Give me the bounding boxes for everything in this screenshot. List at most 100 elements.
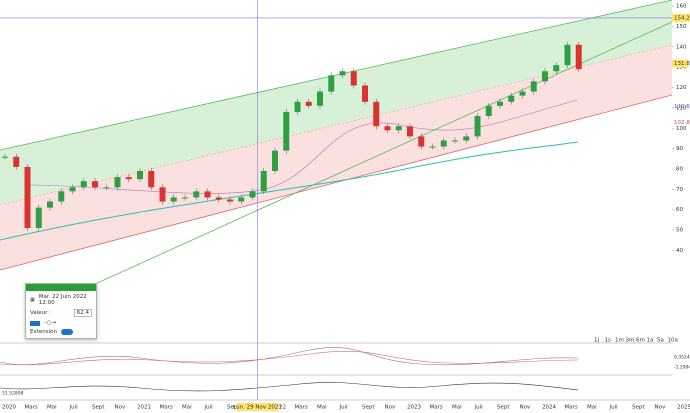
candle [373,101,380,127]
candle [215,197,222,200]
candle [362,85,368,102]
y-tick-label: 120 [676,85,687,91]
extension-label: Extension [30,329,58,335]
ma-label: 110.6 [674,104,690,110]
y-tick-label: 50 [676,228,683,234]
x-tick-label: Nov [655,405,666,411]
style-row: –○→ [30,320,92,326]
indicator-label: 51.52898 [2,391,24,397]
y-tick-label: 40 [676,248,683,254]
x-tick-label: Juil [474,405,484,411]
x-tick-label: Mai [317,405,327,411]
indicator-line [0,347,579,366]
crosshair-value-box [672,13,690,22]
y-tick-label: 70 [676,187,683,193]
candle [575,44,582,70]
timeframe[interactable]: 6m [636,338,645,344]
candle [339,71,346,76]
candle [182,197,188,199]
last-value-box [672,59,688,68]
candle [13,156,20,167]
candle [227,199,233,202]
x-tick-label: 2020 [2,405,16,411]
candle [564,44,571,66]
candle [485,105,492,117]
candle [193,191,200,198]
value-label: Valeur : [30,310,51,316]
candle [497,101,503,106]
x-tick-label: Sept [227,405,240,411]
channel-mid [0,44,673,206]
x-tick-label: Mars [295,405,308,411]
x-tick-label: Sept [92,405,105,411]
ma-label: 102.8 [674,120,690,126]
timeframe[interactable]: 1s [605,338,611,344]
style-preview: –○→ [44,320,57,326]
y-tick-label: 100 [676,126,687,132]
crosshair-date-box [236,403,279,411]
candle [35,207,42,228]
candle [294,101,301,112]
timeframe[interactable]: 1m [615,338,624,344]
x-tick-label: 2021 [137,405,151,411]
style-button[interactable] [30,320,40,326]
x-tick-label: Nov [520,405,531,411]
candle [440,140,447,147]
x-tick-label: Juil [204,405,214,411]
candle [80,181,87,188]
candle [238,197,245,202]
candle [418,136,425,147]
x-tick-label: Nov [385,405,396,411]
extension-toggle[interactable] [61,329,74,335]
x-tick-label: Mai [452,405,462,411]
candle [125,177,132,180]
candle [508,95,515,102]
drawing-dialog[interactable]: ▦ Mar. 22 Juin 2022 12:00 Valeur : 62.4 –○→… [25,283,97,339]
candle [542,71,548,82]
y-tick-label: 110 [676,105,687,111]
timeframe[interactable]: 3m [626,338,635,344]
x-tick-label: Mars [25,405,38,411]
date-row: ▦ Mar. 22 Juin 2022 12:00 [30,294,92,306]
candle [159,187,166,202]
candle [317,91,323,106]
timeframe[interactable]: 1a [647,338,654,344]
channel-top [0,0,673,151]
candle [103,187,110,189]
candle [519,91,526,96]
candle [553,65,560,72]
y-tick-label: 90 [676,146,683,152]
candle [204,191,211,198]
timeframe[interactable]: 1j [594,338,599,344]
candle [429,146,436,148]
date: Mar. 22 Juin 2022 [38,294,87,300]
y-tick-label: 80 [676,166,683,172]
timeframe[interactable]: 10a [668,338,678,344]
y-tick-label: 140 [676,44,687,50]
candle [395,126,402,131]
x-tick-label: Juil [339,405,349,411]
value[interactable]: 62.4 [73,309,92,317]
candle [148,171,155,188]
timeframe[interactable]: 5a [657,338,664,344]
candle [474,116,481,137]
candle [114,177,121,188]
x-tick-label: Mai [182,405,192,411]
candle [463,136,470,141]
x-tick-label: Nov [115,405,126,411]
y-tick-label: 130 [676,65,687,71]
indicator-line [0,351,579,366]
candle [170,197,177,202]
candle [58,191,65,202]
candle [530,81,537,92]
candle [137,171,143,180]
x-tick-label: Sept [632,405,645,411]
x-tick-label: 2025 [677,405,690,411]
candle [260,171,267,192]
calendar-icon: ▦ [30,297,35,303]
channel-bottom [0,94,673,271]
extension-row: Extension [30,329,92,335]
x-tick-label: 2024 [542,405,556,411]
